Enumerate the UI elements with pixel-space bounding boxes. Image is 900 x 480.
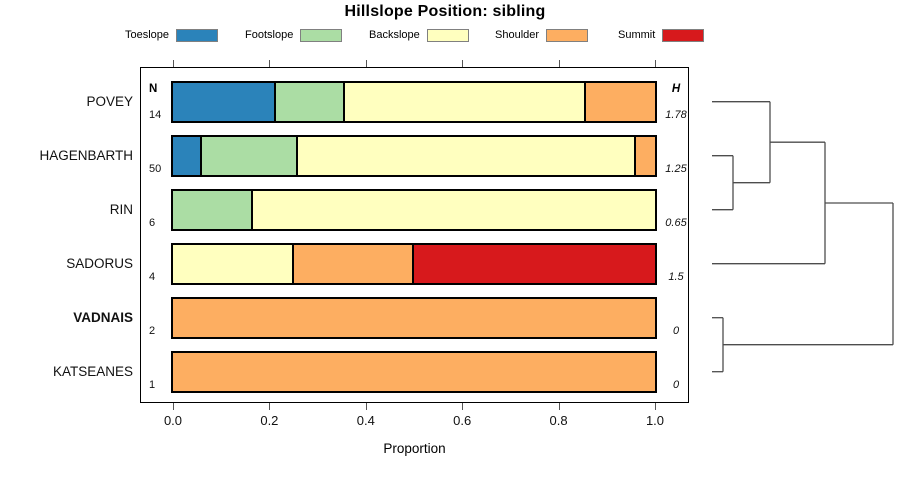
bar-hagenbarth (171, 134, 657, 177)
bar-segment-hagenbarth-backslope (298, 136, 636, 175)
row-label-hagenbarth: HAGENBARTH (39, 147, 133, 163)
x-axis-tick-top-0.4 (365, 60, 367, 67)
legend-item-shoulder: Shoulder (495, 26, 589, 44)
bar-vadnais (171, 296, 657, 339)
x-axis-tick-bottom-0.2 (269, 403, 271, 410)
legend-swatch-summit (662, 28, 705, 42)
x-axis-tick-label-1.0: 1.0 (645, 413, 665, 428)
legend-label-summit: Summit (618, 29, 656, 41)
row-label-vadnais: VADNAIS (73, 309, 133, 325)
h-value-hagenbarth: 1.25 (665, 162, 687, 175)
bar-povey (171, 80, 657, 123)
bar-rin (171, 188, 657, 231)
row-label-povey: POVEY (86, 93, 133, 109)
legend-item-summit: Summit (618, 26, 705, 44)
n-value-hagenbarth: 50 (149, 162, 162, 175)
bar-segment-sadorus-shoulder (293, 244, 414, 283)
h-value-sadorus: 1.5 (668, 270, 684, 283)
legend-item-toeslope: Toeslope (125, 26, 219, 44)
x-axis-tick-top-0.2 (269, 60, 271, 67)
bar-segment-sadorus-summit (414, 244, 655, 283)
bar-segment-rin-footslope (173, 190, 254, 229)
row-label-rin: RIN (109, 201, 133, 217)
bar-segment-vadnais-shoulder (173, 298, 655, 337)
x-axis-tick-label-0.8: 0.8 (549, 413, 568, 428)
n-column-header: N (149, 83, 158, 95)
x-axis-tick-top-0.6 (462, 60, 464, 67)
legend-swatch-footslope (300, 28, 343, 42)
n-value-povey: 14 (149, 108, 162, 121)
row-label-sadorus: SADORUS (66, 255, 133, 271)
h-value-katseanes: 0 (672, 378, 680, 391)
legend-swatch-toeslope (176, 28, 219, 42)
bar-segment-povey-backslope (345, 82, 587, 121)
x-axis-tick-bottom-1.0 (655, 403, 656, 410)
h-value-vadnais: 0 (672, 324, 680, 337)
bar-katseanes (171, 350, 657, 393)
x-axis-tick-top-0.8 (558, 60, 560, 67)
bar-segment-hagenbarth-shoulder (635, 136, 655, 175)
bar-segment-hagenbarth-footslope (201, 136, 299, 175)
x-axis-tick-label-0.4: 0.4 (356, 413, 375, 428)
x-axis-tick-label-0.2: 0.2 (260, 413, 279, 428)
bar-sadorus (171, 242, 657, 285)
x-axis-tick-label-0.0: 0.0 (163, 413, 183, 428)
n-value-vadnais: 2 (149, 324, 156, 337)
bar-segment-hagenbarth-toeslope (173, 136, 202, 175)
x-axis-tick-bottom-0.8 (558, 403, 560, 410)
plot-area (140, 67, 689, 403)
dendrogram (712, 101, 894, 373)
x-axis-tick-label-0.6: 0.6 (453, 413, 472, 428)
n-value-sadorus: 4 (149, 270, 156, 283)
bar-segment-rin-backslope (253, 190, 655, 229)
x-axis-tick-top-0.0 (173, 60, 174, 67)
row-label-katseanes: KATSEANES (52, 363, 133, 379)
h-column-header: H (671, 83, 681, 95)
legend-swatch-shoulder (546, 28, 589, 42)
bar-segment-sadorus-backslope (173, 244, 294, 283)
n-value-rin: 6 (149, 216, 156, 229)
legend-label-shoulder: Shoulder (495, 29, 540, 41)
legend-label-backslope: Backslope (369, 29, 420, 41)
h-value-povey: 1.78 (665, 108, 687, 121)
bar-segment-povey-toeslope (173, 82, 277, 121)
bar-segment-povey-shoulder (586, 82, 656, 121)
x-axis-tick-bottom-0.0 (173, 403, 174, 410)
x-axis-tick-bottom-0.6 (462, 403, 464, 410)
legend: Toeslope Footslope Backslope Shoulder Summit (0, 26, 900, 46)
bar-segment-katseanes-shoulder (173, 352, 655, 391)
x-axis-title: Proportion (383, 441, 446, 456)
h-value-rin: 0.65 (665, 216, 687, 229)
x-axis-tick-bottom-0.4 (365, 403, 367, 410)
legend-label-toeslope: Toeslope (125, 29, 170, 41)
legend-item-footslope: Footslope (245, 26, 343, 44)
chart-title: Hillslope Position: sibling (344, 3, 546, 20)
n-value-katseanes: 1 (149, 378, 156, 391)
bar-segment-povey-footslope (276, 82, 346, 121)
legend-item-backslope: Backslope (369, 26, 469, 44)
x-axis-tick-top-1.0 (655, 60, 656, 67)
legend-swatch-backslope (426, 28, 469, 42)
legend-label-footslope: Footslope (245, 29, 294, 41)
